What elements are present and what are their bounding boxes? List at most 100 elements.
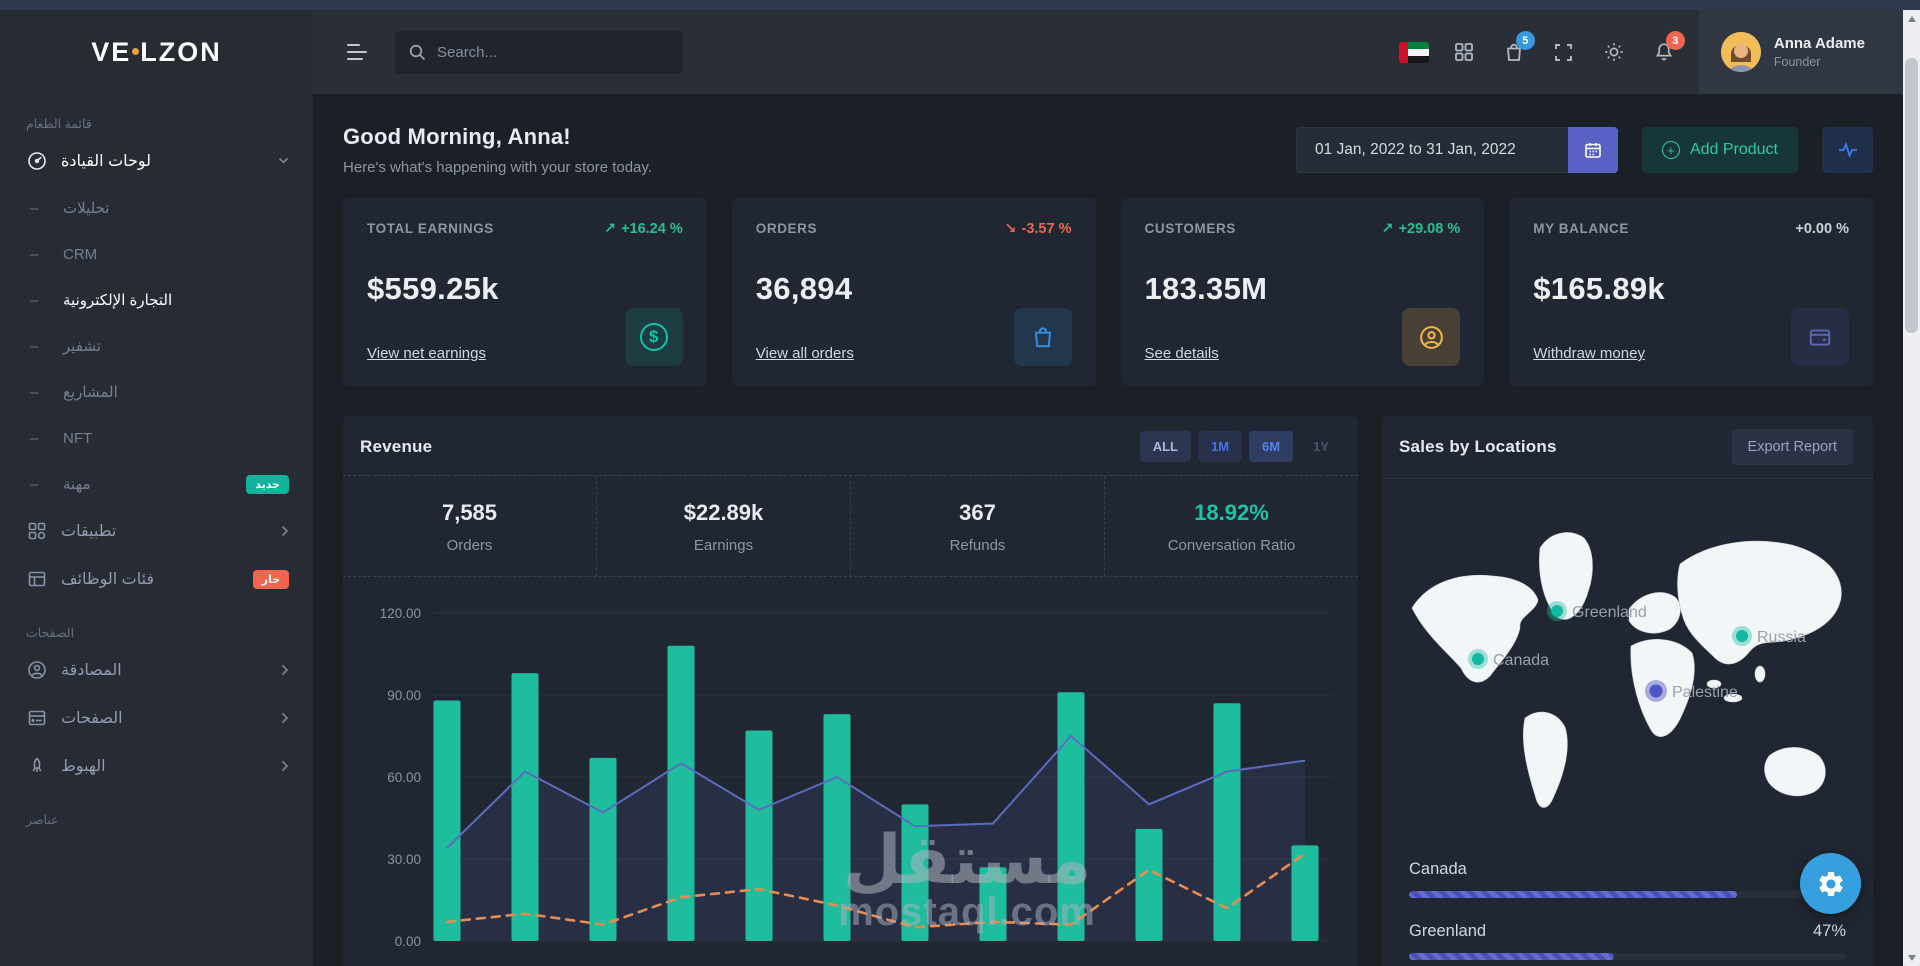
uae-flag-icon	[1398, 41, 1429, 63]
card-link[interactable]: View net earnings	[367, 345, 486, 362]
window-icon	[26, 708, 48, 728]
svg-text:120.00: 120.00	[380, 606, 421, 621]
revenue-stat-orders: 7,585 Orders	[441, 500, 498, 554]
sidebar-subitem-job[interactable]: – مهنة جديد	[0, 461, 313, 507]
calendar-button[interactable]	[1567, 127, 1618, 173]
greeting-block: Good Morning, Anna! Here's what's happen…	[343, 124, 652, 176]
date-range-input[interactable]	[1295, 127, 1568, 173]
map-south-america	[1523, 711, 1568, 808]
map-label-palestine: Palestine	[1672, 684, 1738, 701]
stat-card-total-earnings: TOTAL EARNINGS ↗ +16.24 % $559.25k View n…	[343, 198, 707, 386]
sidebar-item-authentication[interactable]: المصادقة	[0, 646, 313, 694]
delta-badge: ↗ +16.24 %	[603, 221, 683, 237]
location-row-greenland: Greenland 47%	[1409, 922, 1846, 960]
plus-icon: +	[1661, 141, 1680, 159]
hot-badge: حار	[252, 569, 289, 589]
trend-up-icon: ↗	[1381, 221, 1394, 237]
tab-1y[interactable]: 1Y	[1313, 439, 1329, 454]
apps-grid-button[interactable]	[1439, 27, 1489, 77]
revenue-chart[interactable]: 120.00 90.00 60.00 30.00 0.00	[343, 566, 1358, 966]
sidebar-subitem-ecommerce[interactable]: – التجارة الإلكترونية	[30, 291, 173, 310]
stat-card-customers: CUSTOMERS ↗ +29.08 % 183.35M See details	[1120, 198, 1485, 386]
tab-1m[interactable]: 1M	[1197, 431, 1243, 462]
sidebar-item-apps[interactable]: تطبيقات	[0, 507, 313, 555]
fullscreen-button[interactable]	[1539, 27, 1589, 77]
delta-badge: ↘ -3.57 %	[1004, 221, 1072, 237]
grid-icon	[26, 521, 48, 541]
add-product-button[interactable]: + Add Product	[1641, 127, 1798, 173]
sidebar-item-job-categories[interactable]: فئات الوظائف حار	[0, 555, 313, 603]
svg-text:90.00: 90.00	[387, 688, 421, 703]
chevron-right-icon	[281, 664, 289, 676]
search-input[interactable]	[437, 43, 669, 61]
map-label-canada: Canada	[1493, 652, 1549, 669]
stat-card-balance: MY BALANCE +0.00 % $165.89k Withdraw mon…	[1509, 198, 1873, 386]
progress-bar	[1409, 953, 1846, 960]
card-value: $559.25k	[367, 271, 499, 306]
scroll-down-arrow[interactable]	[1903, 949, 1920, 966]
gauge-icon	[26, 151, 48, 171]
sidebar-subitem-crm[interactable]: – CRM	[30, 245, 98, 263]
sidebar-item-pages[interactable]: الصفحات	[0, 694, 313, 742]
card-link[interactable]: View all orders	[755, 345, 854, 362]
card-value: $165.89k	[1533, 271, 1665, 306]
vertical-scrollbar[interactable]	[1903, 10, 1920, 966]
card-link[interactable]: Withdraw money	[1533, 345, 1645, 362]
settings-fab-button[interactable]	[1800, 853, 1861, 914]
tab-all[interactable]: ALL	[1139, 431, 1191, 462]
sidebar-subitem-analytics[interactable]: – تحليلات	[30, 199, 110, 218]
sales-by-locations-panel: Sales by Locations Export Report	[1382, 416, 1873, 966]
sidebar-section-menu: قائمة الطعام	[26, 117, 92, 131]
sidebar-item-label: المصادقة	[61, 662, 122, 679]
revenue-range-tabs: ALL 1M 6M 1Y	[1139, 431, 1342, 462]
sun-icon	[1605, 43, 1623, 61]
chevron-down-icon	[278, 157, 289, 165]
fullscreen-icon	[1555, 43, 1573, 61]
map-asia	[1677, 540, 1842, 665]
location-row-canada: Canada 75%	[1409, 860, 1846, 898]
layout-icon	[26, 569, 48, 589]
notification-count-badge: 3	[1665, 31, 1685, 50]
top-strip	[0, 0, 1920, 10]
user-menu[interactable]: Anna Adame Founder	[1698, 10, 1903, 94]
date-range-picker	[1295, 127, 1618, 173]
top-header: 5 3 Anna Adame Founder	[313, 10, 1903, 94]
pulse-icon	[1838, 142, 1857, 158]
world-map[interactable]: Greenland Canada Russia Palestine	[1398, 488, 1846, 840]
sidebar-subitem-nft[interactable]: – NFT	[30, 429, 93, 447]
activity-button[interactable]	[1822, 127, 1873, 173]
notifications-button[interactable]: 3	[1639, 27, 1689, 77]
sidebar-item-dashboards[interactable]: لوحات القيادة	[0, 137, 313, 185]
svg-text:30.00: 30.00	[387, 852, 421, 867]
location-name: Greenland	[1409, 922, 1487, 940]
scroll-up-arrow[interactable]	[1903, 10, 1920, 27]
shopping-bag-icon	[1506, 43, 1521, 61]
svg-text:60.00: 60.00	[387, 770, 421, 785]
theme-toggle-button[interactable]	[1589, 27, 1639, 77]
language-flag-button[interactable]	[1389, 27, 1439, 77]
shopping-bag-icon	[1013, 308, 1072, 366]
user-role: Founder	[1773, 55, 1821, 69]
brand-logo[interactable]: VE LZON	[0, 10, 313, 94]
export-report-button[interactable]: Export Report	[1731, 429, 1853, 465]
svg-text:0.00: 0.00	[395, 934, 421, 949]
search-icon	[409, 44, 426, 60]
sidebar-item-landing[interactable]: الهبوط	[0, 742, 313, 790]
cart-button[interactable]: 5	[1489, 27, 1539, 77]
calendar-icon	[1585, 143, 1601, 158]
sidebar-item-label: تطبيقات	[61, 523, 117, 540]
sidebar-item-label: فئات الوظائف	[61, 571, 155, 588]
sidebar-subitem-projects[interactable]: – المشاريع	[30, 383, 118, 402]
revenue-panel: Revenue ALL 1M 6M 1Y 7,585 Orders $22.89…	[343, 416, 1358, 966]
card-link[interactable]: See details	[1144, 345, 1219, 362]
tab-6m[interactable]: 6M	[1249, 431, 1294, 462]
location-percent: 47%	[1812, 922, 1846, 940]
apps-grid-icon	[1454, 43, 1473, 61]
card-label: ORDERS	[755, 221, 818, 236]
scrollbar-thumb[interactable]	[1905, 58, 1918, 333]
revenue-title: Revenue	[360, 436, 433, 456]
wallet-icon	[1791, 308, 1849, 366]
chevron-right-icon	[281, 760, 289, 772]
hamburger-menu-icon[interactable]	[347, 44, 367, 60]
sidebar-subitem-crypto[interactable]: – تشفير	[30, 337, 101, 356]
